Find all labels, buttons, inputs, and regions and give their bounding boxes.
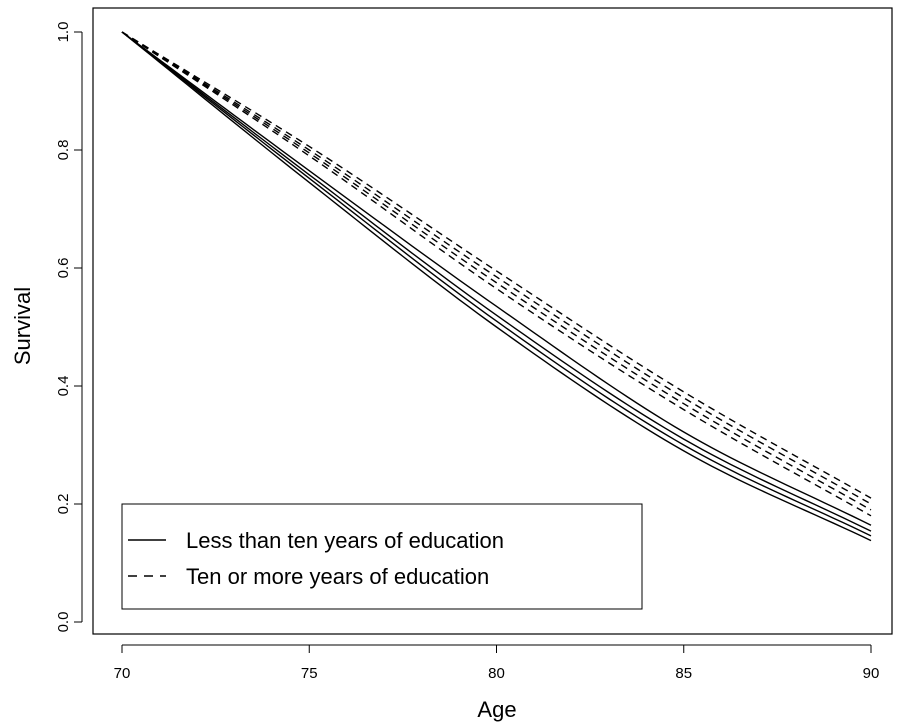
y-tick-label: 0.0 bbox=[55, 612, 72, 633]
y-axis-label: Survival bbox=[10, 287, 35, 365]
survival-curve-dashed-4 bbox=[121, 31, 872, 517]
y-tick-label: 0.6 bbox=[55, 258, 72, 279]
survival-curve-dashed-7 bbox=[121, 31, 872, 499]
x-tick-label: 85 bbox=[675, 665, 692, 682]
plot-frame bbox=[92, 7, 893, 635]
y-tick-label: 0.2 bbox=[55, 494, 72, 515]
x-tick-label: 90 bbox=[863, 665, 880, 682]
survival-curve-solid-2 bbox=[121, 31, 872, 532]
survival-curve-solid-0 bbox=[121, 31, 872, 542]
y-tick-label: 0.8 bbox=[55, 140, 72, 161]
legend-box bbox=[121, 503, 643, 610]
survival-curve-solid-1 bbox=[121, 31, 872, 537]
x-tick-label: 70 bbox=[114, 665, 131, 682]
y-axis: 0.0 0.2 0.4 0.6 0.8 1.0 bbox=[55, 22, 83, 633]
x-tick-label: 80 bbox=[488, 665, 505, 682]
y-tick-label: 0.4 bbox=[55, 376, 72, 397]
legend-label-dashed: Ten or more years of education bbox=[186, 564, 489, 589]
legend-label-solid: Less than ten years of education bbox=[186, 528, 504, 553]
legend: Less than ten years of education Ten or … bbox=[121, 503, 643, 610]
survival-curve-dashed-5 bbox=[121, 31, 872, 511]
survival-curve-solid-3 bbox=[121, 31, 872, 526]
x-tick-label: 75 bbox=[301, 665, 318, 682]
y-tick-label: 1.0 bbox=[55, 22, 72, 43]
x-axis-label: Age bbox=[477, 697, 516, 722]
x-axis: 70 75 80 85 90 bbox=[114, 644, 880, 682]
curves-group bbox=[121, 31, 872, 542]
survival-curve-dashed-6 bbox=[121, 31, 872, 505]
